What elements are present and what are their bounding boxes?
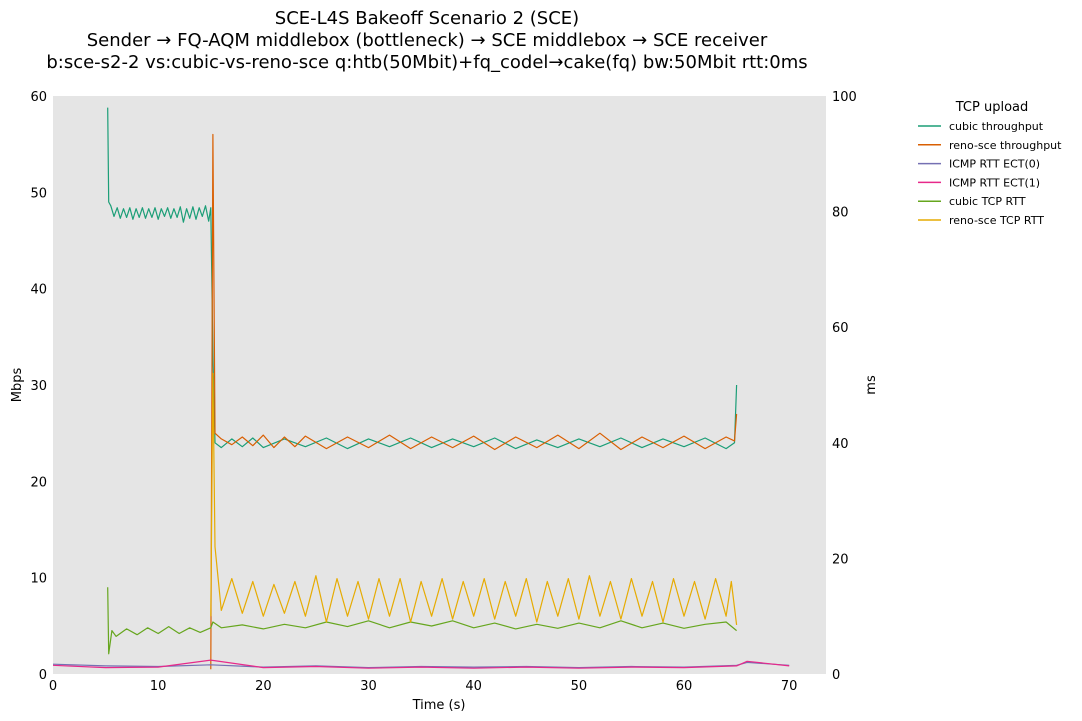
legend-entry: reno-sce TCP RTT [949, 214, 1044, 227]
x-tick-label: 50 [571, 679, 588, 694]
right-y-axis-label: ms [864, 375, 879, 395]
left-y-tick-label: 60 [30, 90, 47, 105]
legend-entry: cubic TCP RTT [949, 195, 1026, 208]
series-line-cubic-throughput [107, 107, 738, 450]
legend-title: TCP upload [955, 100, 1029, 115]
x-tick-label: 20 [255, 679, 272, 694]
x-axis-label: Time (s) [412, 698, 466, 713]
right-y-tick-label: 20 [832, 552, 849, 567]
left-y-tick-label: 0 [39, 668, 47, 683]
x-tick-label: 40 [465, 679, 482, 694]
legend-entry: reno-sce throughput [949, 139, 1062, 152]
series-line-icmp-rtt-ect-1 [52, 659, 790, 669]
series-line-cubic-tcp-rtt [107, 587, 737, 655]
chart-parameters-line: b:sce-s2-2 vs:cubic-vs-reno-sce q:htb(50… [46, 52, 807, 73]
left-y-tick-label: 30 [30, 379, 47, 394]
x-tick-label: 10 [150, 679, 167, 694]
legend-entry: cubic throughput [949, 120, 1044, 133]
series-line-reno-sce-tcp-rtt [210, 372, 738, 625]
legend: TCP upload cubic throughput reno-sce thro… [918, 100, 1062, 227]
x-tick-label: 30 [360, 679, 377, 694]
left-y-axis-label: Mbps [10, 368, 25, 403]
x-tick-label: 60 [676, 679, 693, 694]
left-y-axis: 0 10 20 30 40 50 60 [30, 90, 47, 683]
right-y-tick-label: 60 [832, 321, 849, 336]
plot-area [53, 96, 826, 674]
chart-title-line: SCE-L4S Bakeoff Scenario 2 (SCE) [275, 8, 579, 29]
right-y-axis: 0 20 40 60 80 100 [832, 90, 857, 683]
x-tick-label: 0 [49, 679, 57, 694]
chart-subtitle-line: Sender → FQ-AQM middlebox (bottleneck) →… [87, 30, 768, 51]
right-y-tick-label: 100 [832, 90, 857, 105]
left-y-tick-label: 20 [30, 475, 47, 490]
left-y-tick-label: 40 [30, 283, 47, 298]
left-y-tick-label: 10 [30, 572, 47, 587]
right-y-tick-label: 0 [832, 668, 840, 683]
x-axis: 0 10 20 30 40 50 60 70 [49, 679, 798, 694]
series-line-reno-sce-throughput [210, 133, 738, 670]
left-y-tick-label: 50 [30, 186, 47, 201]
legend-entry: ICMP RTT ECT(0) [949, 158, 1040, 171]
right-y-tick-label: 80 [832, 206, 849, 221]
legend-entry: ICMP RTT ECT(1) [949, 176, 1040, 189]
chart-title: SCE-L4S Bakeoff Scenario 2 (SCE) Sender … [46, 8, 807, 73]
series-lines [52, 107, 790, 670]
right-y-tick-label: 40 [832, 437, 849, 452]
x-tick-label: 70 [781, 679, 798, 694]
